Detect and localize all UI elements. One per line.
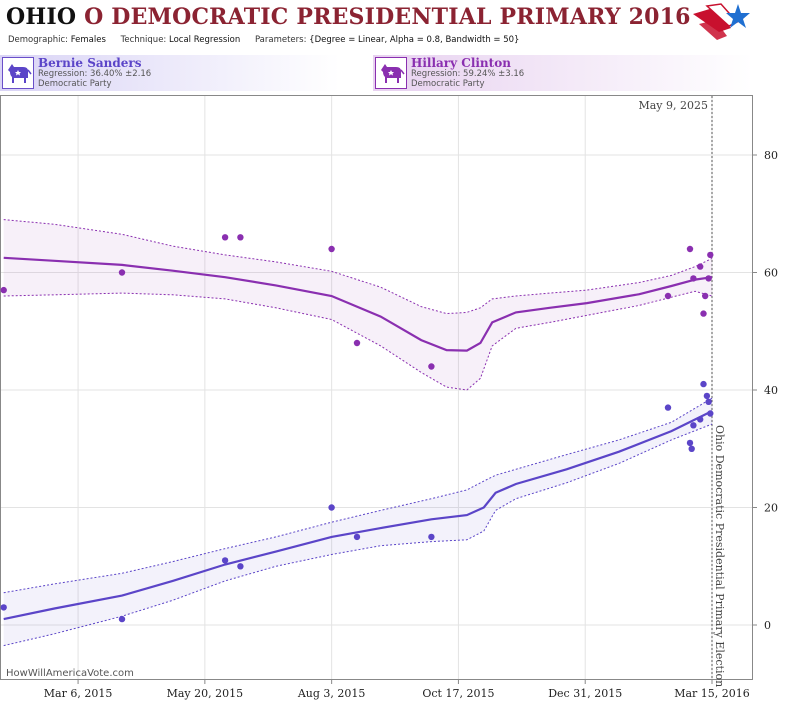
y-tick-label: 80 [764, 149, 778, 162]
lower-bound-line-clinton [3, 290, 713, 391]
candidate-name: Bernie Sanders [38, 56, 142, 70]
poll-point-sanders [707, 410, 714, 417]
x-tick-label: Oct 17, 2015 [422, 687, 494, 700]
poll-point-clinton [664, 292, 672, 300]
today-label: May 9, 2025 [638, 99, 708, 112]
poll-point-sanders [688, 445, 695, 452]
poll-point-clinton [702, 292, 709, 300]
state-name: OHIO [6, 4, 77, 30]
regression-chart: Mar 6, 2015 May 20, 2015 Aug 3, 2015 Oct 17… [0, 95, 778, 700]
demographic-value: Females [70, 35, 106, 45]
flag-star-logo-icon [691, 2, 751, 48]
technique-value: Local Regression [169, 35, 241, 45]
parameters-label: Parameters: [254, 35, 307, 45]
candidate-card-sanders: Bernie Sanders Regression: 36.40% ±2.16 … [0, 55, 340, 91]
poll-point-sanders [700, 380, 707, 388]
x-tick-label: Mar 15, 2016 [674, 687, 750, 700]
poll-point-sanders [664, 404, 672, 411]
poll-point-clinton [118, 269, 126, 276]
poll-point-clinton [0, 286, 7, 294]
confidence-band-clinton [3, 219, 712, 390]
plot-frame [0, 95, 753, 680]
poll-point-clinton [428, 363, 435, 370]
poll-point-clinton [328, 245, 335, 253]
candidate-card-clinton: Hillary Clinton Regression: 59.24% ±3.16… [373, 55, 753, 91]
lower-bound-line-sanders [3, 423, 713, 647]
poll-point-sanders [237, 563, 244, 570]
x-tick-label: Mar 6, 2015 [44, 687, 113, 700]
candidate-party: Democratic Party [411, 79, 485, 89]
poll-point-clinton [705, 275, 712, 282]
technique-label: Technique: [120, 35, 167, 45]
y-tick-label: 0 [764, 619, 771, 632]
poll-point-clinton [707, 251, 714, 259]
poll-point-clinton [221, 234, 229, 241]
candidate-regression: Regression: 36.40% ±2.16 [38, 69, 152, 79]
parameters-line: Demographic: Females Technique: Local Re… [8, 35, 531, 45]
poll-point-sanders [690, 422, 697, 429]
poll-point-clinton [237, 234, 244, 241]
y-tick-label: 60 [764, 267, 778, 280]
poll-point-clinton [353, 339, 361, 347]
poll-point-sanders [328, 504, 335, 511]
site-watermark: HowWillAmericaVote.com [6, 668, 134, 679]
candidate-party: Democratic Party [38, 79, 112, 89]
candidate-regression: Regression: 59.24% ±3.16 [411, 69, 525, 79]
x-tick-label: May 20, 2015 [167, 687, 244, 700]
chart-title: OHIO O DEMOCRATIC PRESIDENTIAL PRIMARY 2… [6, 4, 691, 30]
x-tick-label: Dec 31, 2015 [548, 687, 622, 700]
parameters-value: {Degree = Linear, Alpha = 0.8, Bandwidth… [309, 35, 520, 45]
poll-point-sanders [221, 557, 229, 564]
election-label: Ohio Democratic Presidential Primary Ele… [713, 425, 726, 687]
poll-point-sanders [428, 533, 435, 541]
confidence-band-sanders [3, 398, 712, 646]
donkey-icon [2, 57, 34, 89]
upper-bound-line-clinton [3, 219, 713, 315]
poll-point-clinton [690, 275, 697, 282]
x-tick-label: Aug 3, 2015 [297, 687, 366, 700]
trend-line-clinton [3, 256, 713, 352]
y-tick-label: 20 [764, 502, 778, 515]
poll-point-sanders [697, 416, 704, 423]
poll-point-clinton [697, 263, 704, 270]
poll-point-sanders [353, 533, 361, 541]
demographic-label: Demographic: [8, 35, 69, 45]
candidate-name: Hillary Clinton [411, 56, 511, 70]
poll-point-sanders [118, 615, 126, 623]
y-tick-label: 40 [764, 384, 778, 397]
title-text: O DEMOCRATIC PRESIDENTIAL PRIMARY 2016 [84, 4, 691, 30]
trend-line-sanders [3, 410, 713, 621]
poll-point-clinton [700, 310, 707, 317]
poll-point-sanders [0, 604, 7, 611]
poll-point-sanders [686, 439, 694, 447]
poll-point-clinton [686, 245, 694, 253]
poll-point-sanders [703, 392, 711, 400]
donkey-icon [375, 57, 407, 89]
poll-point-sanders [705, 398, 712, 405]
